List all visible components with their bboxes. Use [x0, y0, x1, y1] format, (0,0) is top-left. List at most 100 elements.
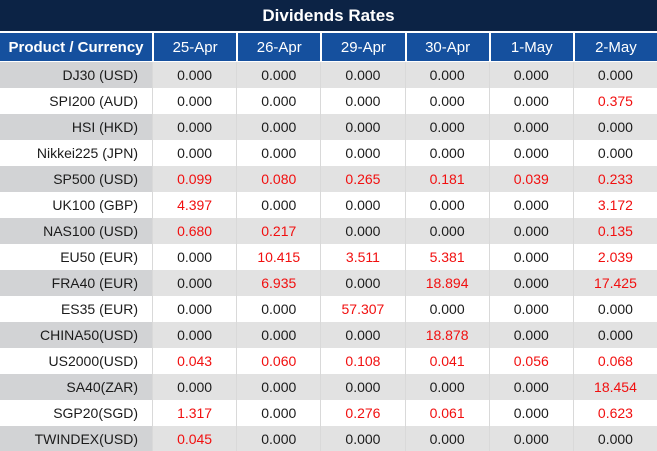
page-title: Dividends Rates [262, 5, 395, 25]
product-name: Nikkei225 (JPN) [0, 140, 152, 166]
dividend-value: 0.000 [488, 296, 573, 322]
dividend-value: 0.000 [320, 218, 405, 244]
dividend-value: 0.000 [320, 140, 405, 166]
dividend-value: 18.894 [404, 270, 489, 296]
dividend-value: 0.000 [404, 426, 489, 451]
dividend-value: 0.000 [572, 62, 657, 88]
table-row: ES35 (EUR) 0.000 0.000 57.307 0.000 0.000 0.00… [0, 296, 657, 322]
table-row: SA40(ZAR) 0.000 0.000 0.000 0.000 0.000 18.454 [0, 374, 657, 400]
table-row: Nikkei225 (JPN) 0.000 0.000 0.000 0.000 0.000… [0, 140, 657, 166]
dividend-value: 0.000 [404, 62, 489, 88]
dividend-value: 5.381 [404, 244, 489, 270]
table-row: SPI200 (AUD) 0.000 0.000 0.000 0.000 0.000 0.3… [0, 88, 657, 114]
dividend-value: 0.056 [488, 348, 573, 374]
dividend-value: 0.068 [572, 348, 657, 374]
dividend-value: 0.000 [488, 62, 573, 88]
dividend-value: 0.060 [236, 348, 321, 374]
table-row: FRA40 (EUR) 0.000 6.935 0.000 18.894 0.000 17.… [0, 270, 657, 296]
product-name: SP500 (USD) [0, 166, 152, 192]
date-column-header: 25-Apr [152, 33, 236, 61]
product-currency-header: Product / Currency [8, 38, 144, 56]
dividend-value: 0.000 [152, 296, 237, 322]
dividend-value: 0.043 [152, 348, 237, 374]
product-name: EU50 (EUR) [0, 244, 152, 270]
product-name: ES35 (EUR) [0, 296, 152, 322]
dividend-value: 0.000 [236, 114, 321, 140]
date-column-header: 30-Apr [404, 33, 489, 61]
dividend-value: 0.000 [152, 244, 237, 270]
dividend-value: 0.000 [488, 140, 573, 166]
dividend-value: 0.000 [320, 322, 405, 348]
table-body: DJ30 (USD) 0.000 0.000 0.000 0.000 0.000 0.000… [0, 62, 657, 451]
dividend-value: 0.217 [236, 218, 321, 244]
title-bar: Dividends Rates [0, 0, 657, 31]
dividend-value: 0.000 [488, 322, 573, 348]
dividend-value: 3.511 [320, 244, 405, 270]
dividend-value: 0.000 [152, 322, 237, 348]
dividend-value: 17.425 [572, 270, 657, 296]
dividend-value: 0.000 [404, 374, 489, 400]
dividend-value: 0.108 [320, 348, 405, 374]
dividend-value: 0.233 [572, 166, 657, 192]
dividend-value: 0.000 [572, 140, 657, 166]
table-row: DJ30 (USD) 0.000 0.000 0.000 0.000 0.000 0.000 [0, 62, 657, 88]
dividend-value: 0.000 [488, 400, 573, 426]
product-name: TWINDEX(USD) [0, 426, 152, 451]
product-name: SPI200 (AUD) [0, 88, 152, 114]
dividend-value: 18.878 [404, 322, 489, 348]
table-row: CHINA50(USD) 0.000 0.000 0.000 18.878 0.000 0.… [0, 322, 657, 348]
dividend-value: 0.000 [572, 426, 657, 451]
dividend-value: 0.276 [320, 400, 405, 426]
dividend-value: 0.623 [572, 400, 657, 426]
dividend-value: 0.000 [320, 270, 405, 296]
date-column-header: 2-May [572, 33, 657, 61]
dividend-value: 0.000 [488, 270, 573, 296]
table-row: NAS100 (USD) 0.680 0.217 0.000 0.000 0.000 0.1… [0, 218, 657, 244]
date-column-header: 26-Apr [236, 33, 320, 61]
dividend-value: 0.000 [152, 140, 237, 166]
date-column-header: 1-May [488, 33, 573, 61]
product-name: CHINA50(USD) [0, 322, 152, 348]
dividend-value: 18.454 [572, 374, 657, 400]
product-name: SGP20(SGD) [0, 400, 152, 426]
dividend-value: 0.039 [488, 166, 573, 192]
table-header-row: Product / Currency 25-Apr 26-Apr 29-Apr 30-… [0, 31, 657, 62]
dividend-value: 0.000 [404, 88, 489, 114]
dividend-value: 0.000 [152, 62, 237, 88]
dividend-value: 0.045 [152, 426, 237, 451]
dividend-value: 0.080 [236, 166, 321, 192]
dividend-value: 0.000 [236, 88, 321, 114]
product-name: US2000(USD) [0, 348, 152, 374]
dividend-value: 0.000 [320, 192, 405, 218]
dividend-value: 0.000 [236, 426, 321, 451]
dividend-value: 0.135 [572, 218, 657, 244]
dividend-value: 57.307 [320, 296, 405, 322]
dividend-value: 0.000 [404, 192, 489, 218]
dividend-value: 0.375 [572, 88, 657, 114]
table-row: SP500 (USD) 0.099 0.080 0.265 0.181 0.039 0.23… [0, 166, 657, 192]
dividend-value: 0.000 [488, 374, 573, 400]
table-row: HSI (HKD) 0.000 0.000 0.000 0.000 0.000 0.000 [0, 114, 657, 140]
table-row: UK100 (GBP) 4.397 0.000 0.000 0.000 0.000 3.17… [0, 192, 657, 218]
dividend-value: 0.000 [404, 218, 489, 244]
dividend-value: 0.000 [404, 296, 489, 322]
dividend-value: 0.000 [152, 88, 237, 114]
dividend-value: 0.000 [572, 114, 657, 140]
table-row: EU50 (EUR) 0.000 10.415 3.511 5.381 0.000 2.03… [0, 244, 657, 270]
dividend-value: 0.181 [404, 166, 489, 192]
dividend-value: 0.000 [572, 296, 657, 322]
product-name: HSI (HKD) [0, 114, 152, 140]
dividend-value: 0.000 [488, 88, 573, 114]
dividend-value: 0.000 [488, 218, 573, 244]
dividend-value: 0.000 [320, 88, 405, 114]
dividend-value: 0.000 [152, 270, 237, 296]
table-row: TWINDEX(USD) 0.045 0.000 0.000 0.000 0.000 0.0… [0, 426, 657, 451]
dividend-value: 0.000 [236, 374, 321, 400]
dividend-value: 0.000 [572, 322, 657, 348]
dividend-value: 0.265 [320, 166, 405, 192]
dividend-value: 0.099 [152, 166, 237, 192]
dividend-value: 0.000 [320, 374, 405, 400]
date-column-header: 29-Apr [320, 33, 404, 61]
product-name: DJ30 (USD) [0, 62, 152, 88]
